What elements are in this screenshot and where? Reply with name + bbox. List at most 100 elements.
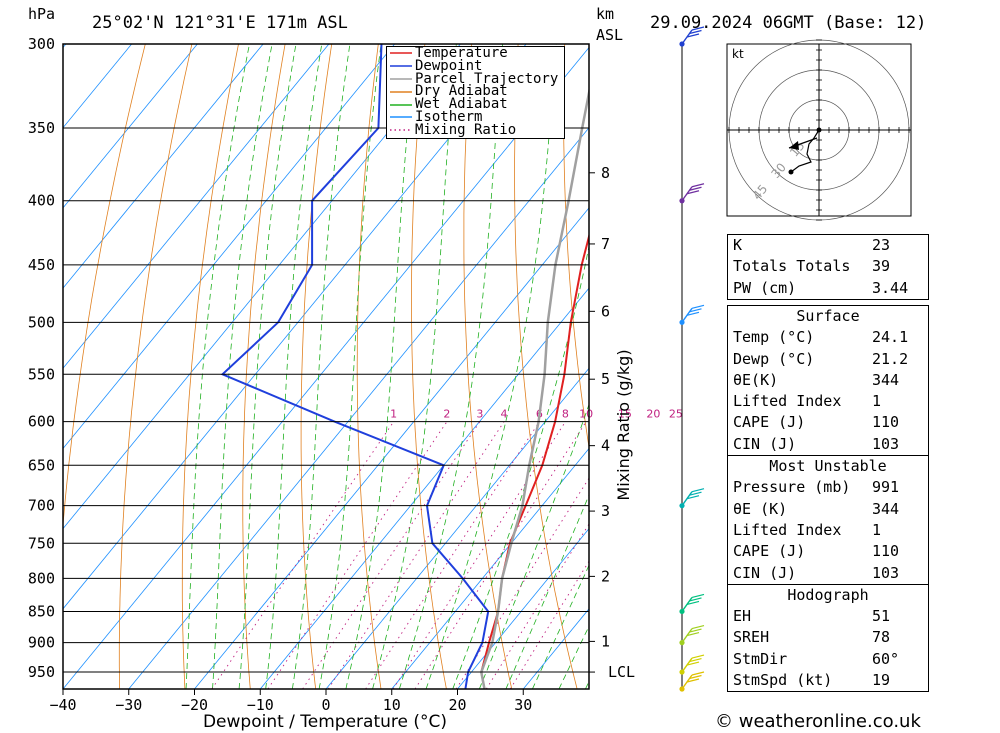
most-unstable-title: Most Unstable <box>728 455 928 477</box>
wind-barb <box>681 593 705 612</box>
wet-adiabat-line <box>318 44 382 689</box>
wind-barb-feather <box>689 597 702 602</box>
wind-barb <box>681 625 705 644</box>
dry-adiabat-line <box>938 44 1000 689</box>
sreh-row: SREH 78 <box>733 628 891 647</box>
legend-item: Wet Adiabat <box>387 97 564 111</box>
wind-barb-feather <box>686 190 700 195</box>
legend-item: Parcel Trajectory <box>387 70 564 87</box>
height-tick-label: 7 <box>601 235 610 253</box>
series-line-parcel-trajectory <box>480 86 589 689</box>
mu-li-row: Lifted Index 1 <box>733 520 882 539</box>
legend: Temperature Dewpoint Parcel Trajectory Dry … <box>386 46 565 139</box>
height-tick-label: 8 <box>601 164 610 182</box>
isotherm-line <box>259 287 589 689</box>
pressure-tick-label: 800 <box>28 569 55 587</box>
mu-theta-row: θE (K) 344 <box>733 499 900 518</box>
legend-item: Dry Adiabat <box>387 85 564 98</box>
wind-barb-feather <box>689 308 702 313</box>
legend-item: Temperature <box>387 45 564 61</box>
temperature-tick-label: 20 <box>448 696 466 714</box>
wind-barb-feather <box>689 657 702 663</box>
legend-swatch <box>390 103 412 106</box>
isotherm-line <box>63 44 198 209</box>
location-title: 25°02'N 121°31'E 171m ASL <box>92 13 348 33</box>
legend-swatch <box>390 52 412 55</box>
surface-theta-row: θE(K) 344 <box>733 370 900 389</box>
wind-barb-feather <box>686 311 700 316</box>
wind-barb-feather <box>691 304 705 309</box>
mixing-ratio-label: 2 <box>443 408 450 421</box>
height-tick-label: 6 <box>601 302 610 320</box>
wind-barb <box>681 488 705 507</box>
height-tick-label: 2 <box>601 567 610 585</box>
mixing-ratio-label: 25 <box>669 408 683 421</box>
mixing-ratio-line <box>302 421 481 689</box>
temperature-tick-label: −20 <box>181 696 208 714</box>
eh-row: EH 51 <box>733 607 891 626</box>
mu-pressure-row: Pressure (mb) 991 <box>733 478 900 497</box>
mixing-ratio-label: 10 <box>579 408 593 421</box>
mixing-ratio-label: 8 <box>562 408 569 421</box>
wind-barb-feather <box>689 29 702 35</box>
wind-barb-feather <box>691 593 705 599</box>
dry-adiabat-line <box>242 44 286 689</box>
legend-swatch <box>390 65 412 67</box>
temperature-tick-label: 10 <box>383 696 401 714</box>
height-tick-label: LCL <box>608 663 635 681</box>
legend-label: Mixing Ratio <box>415 121 517 138</box>
wet-adiabat-line <box>265 44 323 689</box>
wind-barb <box>681 671 705 690</box>
mixing-ratio-line <box>485 523 589 689</box>
wet-adiabat-line <box>425 44 557 689</box>
stmdir-row: StmDir 60° <box>733 649 900 668</box>
dry-adiabat-line <box>356 44 382 689</box>
wind-barb-feather <box>686 632 700 637</box>
legend-swatch <box>390 90 412 93</box>
isotherm-line <box>63 44 395 450</box>
legend-label: Temperature <box>415 45 508 61</box>
wind-barb-feather <box>689 674 702 680</box>
wind-barb-feather <box>686 600 700 606</box>
surface-cin-row: CIN (J) 103 <box>733 434 900 453</box>
indices-panel: K 23 Totals Totals 39 PW (cm) 3.44 <box>727 234 929 300</box>
dry-adiabat-line <box>300 44 333 689</box>
dry-adiabat-line <box>181 44 239 689</box>
legend-item: Mixing Ratio <box>387 121 564 138</box>
surface-cape-row: CAPE (J) 110 <box>733 413 900 432</box>
legend-label: Dewpoint <box>415 57 483 74</box>
pressure-tick-label: 500 <box>28 313 55 331</box>
wet-adiabat-line <box>532 564 589 689</box>
height-unit-asl: ASL <box>596 26 624 44</box>
wet-adiabat-line <box>398 44 504 689</box>
pressure-tick-label: 900 <box>28 634 55 652</box>
isotherm-line <box>391 447 589 689</box>
height-tick-label: 4 <box>601 437 610 455</box>
wind-barb-feather <box>686 33 700 38</box>
surface-temp-row: Temp (°C) 24.1 <box>733 328 909 347</box>
wet-adiabat-line <box>345 44 417 689</box>
dry-adiabat-line <box>63 44 146 529</box>
mixing-ratio-label: 4 <box>501 408 508 421</box>
isotherm-line <box>63 44 461 530</box>
wind-barb-feather <box>686 495 700 500</box>
wind-barb <box>681 304 705 323</box>
pressure-tick-label: 650 <box>28 456 55 474</box>
totals-totals-row: Totals Totals 39 <box>733 257 891 276</box>
wet-adiabat-line <box>478 403 589 689</box>
legend-item: Isotherm <box>387 110 564 124</box>
temperature-tick-label: 0 <box>321 696 330 714</box>
wind-barb-feather <box>691 488 705 493</box>
legend-label: Dry Adiabat <box>415 83 508 100</box>
legend-label: Parcel Trajectory <box>415 70 559 87</box>
copyright-link[interactable]: © weatheronline.co.uk <box>715 711 921 732</box>
isotherm-line <box>194 207 589 689</box>
x-axis-title: Dewpoint / Temperature (°C) <box>203 712 447 732</box>
mixing-ratio-label: 20 <box>646 408 660 421</box>
wind-barb-feather <box>686 678 700 683</box>
wind-barb-feather <box>689 491 702 496</box>
wet-adiabat-line <box>212 44 273 689</box>
pw-row: PW (cm) 3.44 <box>733 278 909 297</box>
wind-barb-feather <box>689 628 702 633</box>
dry-adiabat-line <box>410 44 447 689</box>
